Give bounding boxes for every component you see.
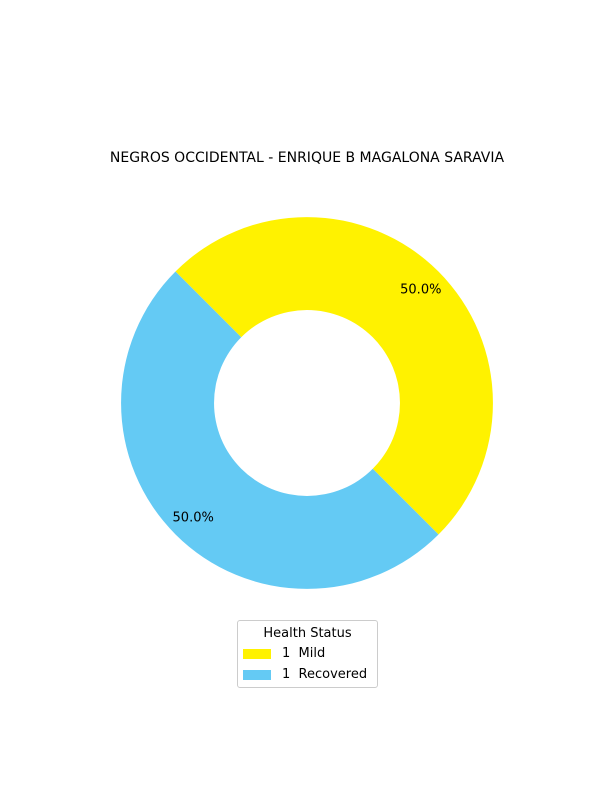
legend-entry-recovered: 1 Recovered [243,664,372,685]
legend-swatch-mild [243,648,271,659]
donut-slices [121,217,493,589]
legend-swatch-recovered [243,669,271,680]
chart-title: NEGROS OCCIDENTAL - ENRIQUE B MAGALONA S… [110,150,505,166]
legend-title: Health Status [263,626,352,641]
slice-mild [175,217,493,535]
legend-entry-mild: 1 Mild [243,643,372,664]
pct-label-recovered: 50.0% [173,510,214,525]
legend: Health Status 1 Mild 1 Recovered [237,620,378,688]
legend-label-mild: 1 Mild [282,646,326,661]
slice-recovered [121,271,439,589]
percent-labels: 50.0% 50.0% [173,283,442,526]
legend-label-recovered: 1 Recovered [282,667,368,682]
pct-label-mild: 50.0% [400,283,441,298]
